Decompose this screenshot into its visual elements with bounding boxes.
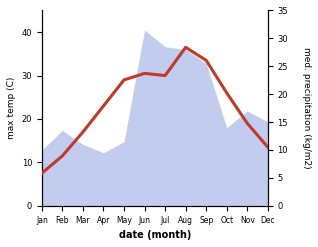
X-axis label: date (month): date (month)	[119, 230, 191, 240]
Y-axis label: max temp (C): max temp (C)	[7, 77, 16, 139]
Y-axis label: med. precipitation (kg/m2): med. precipitation (kg/m2)	[302, 47, 311, 169]
